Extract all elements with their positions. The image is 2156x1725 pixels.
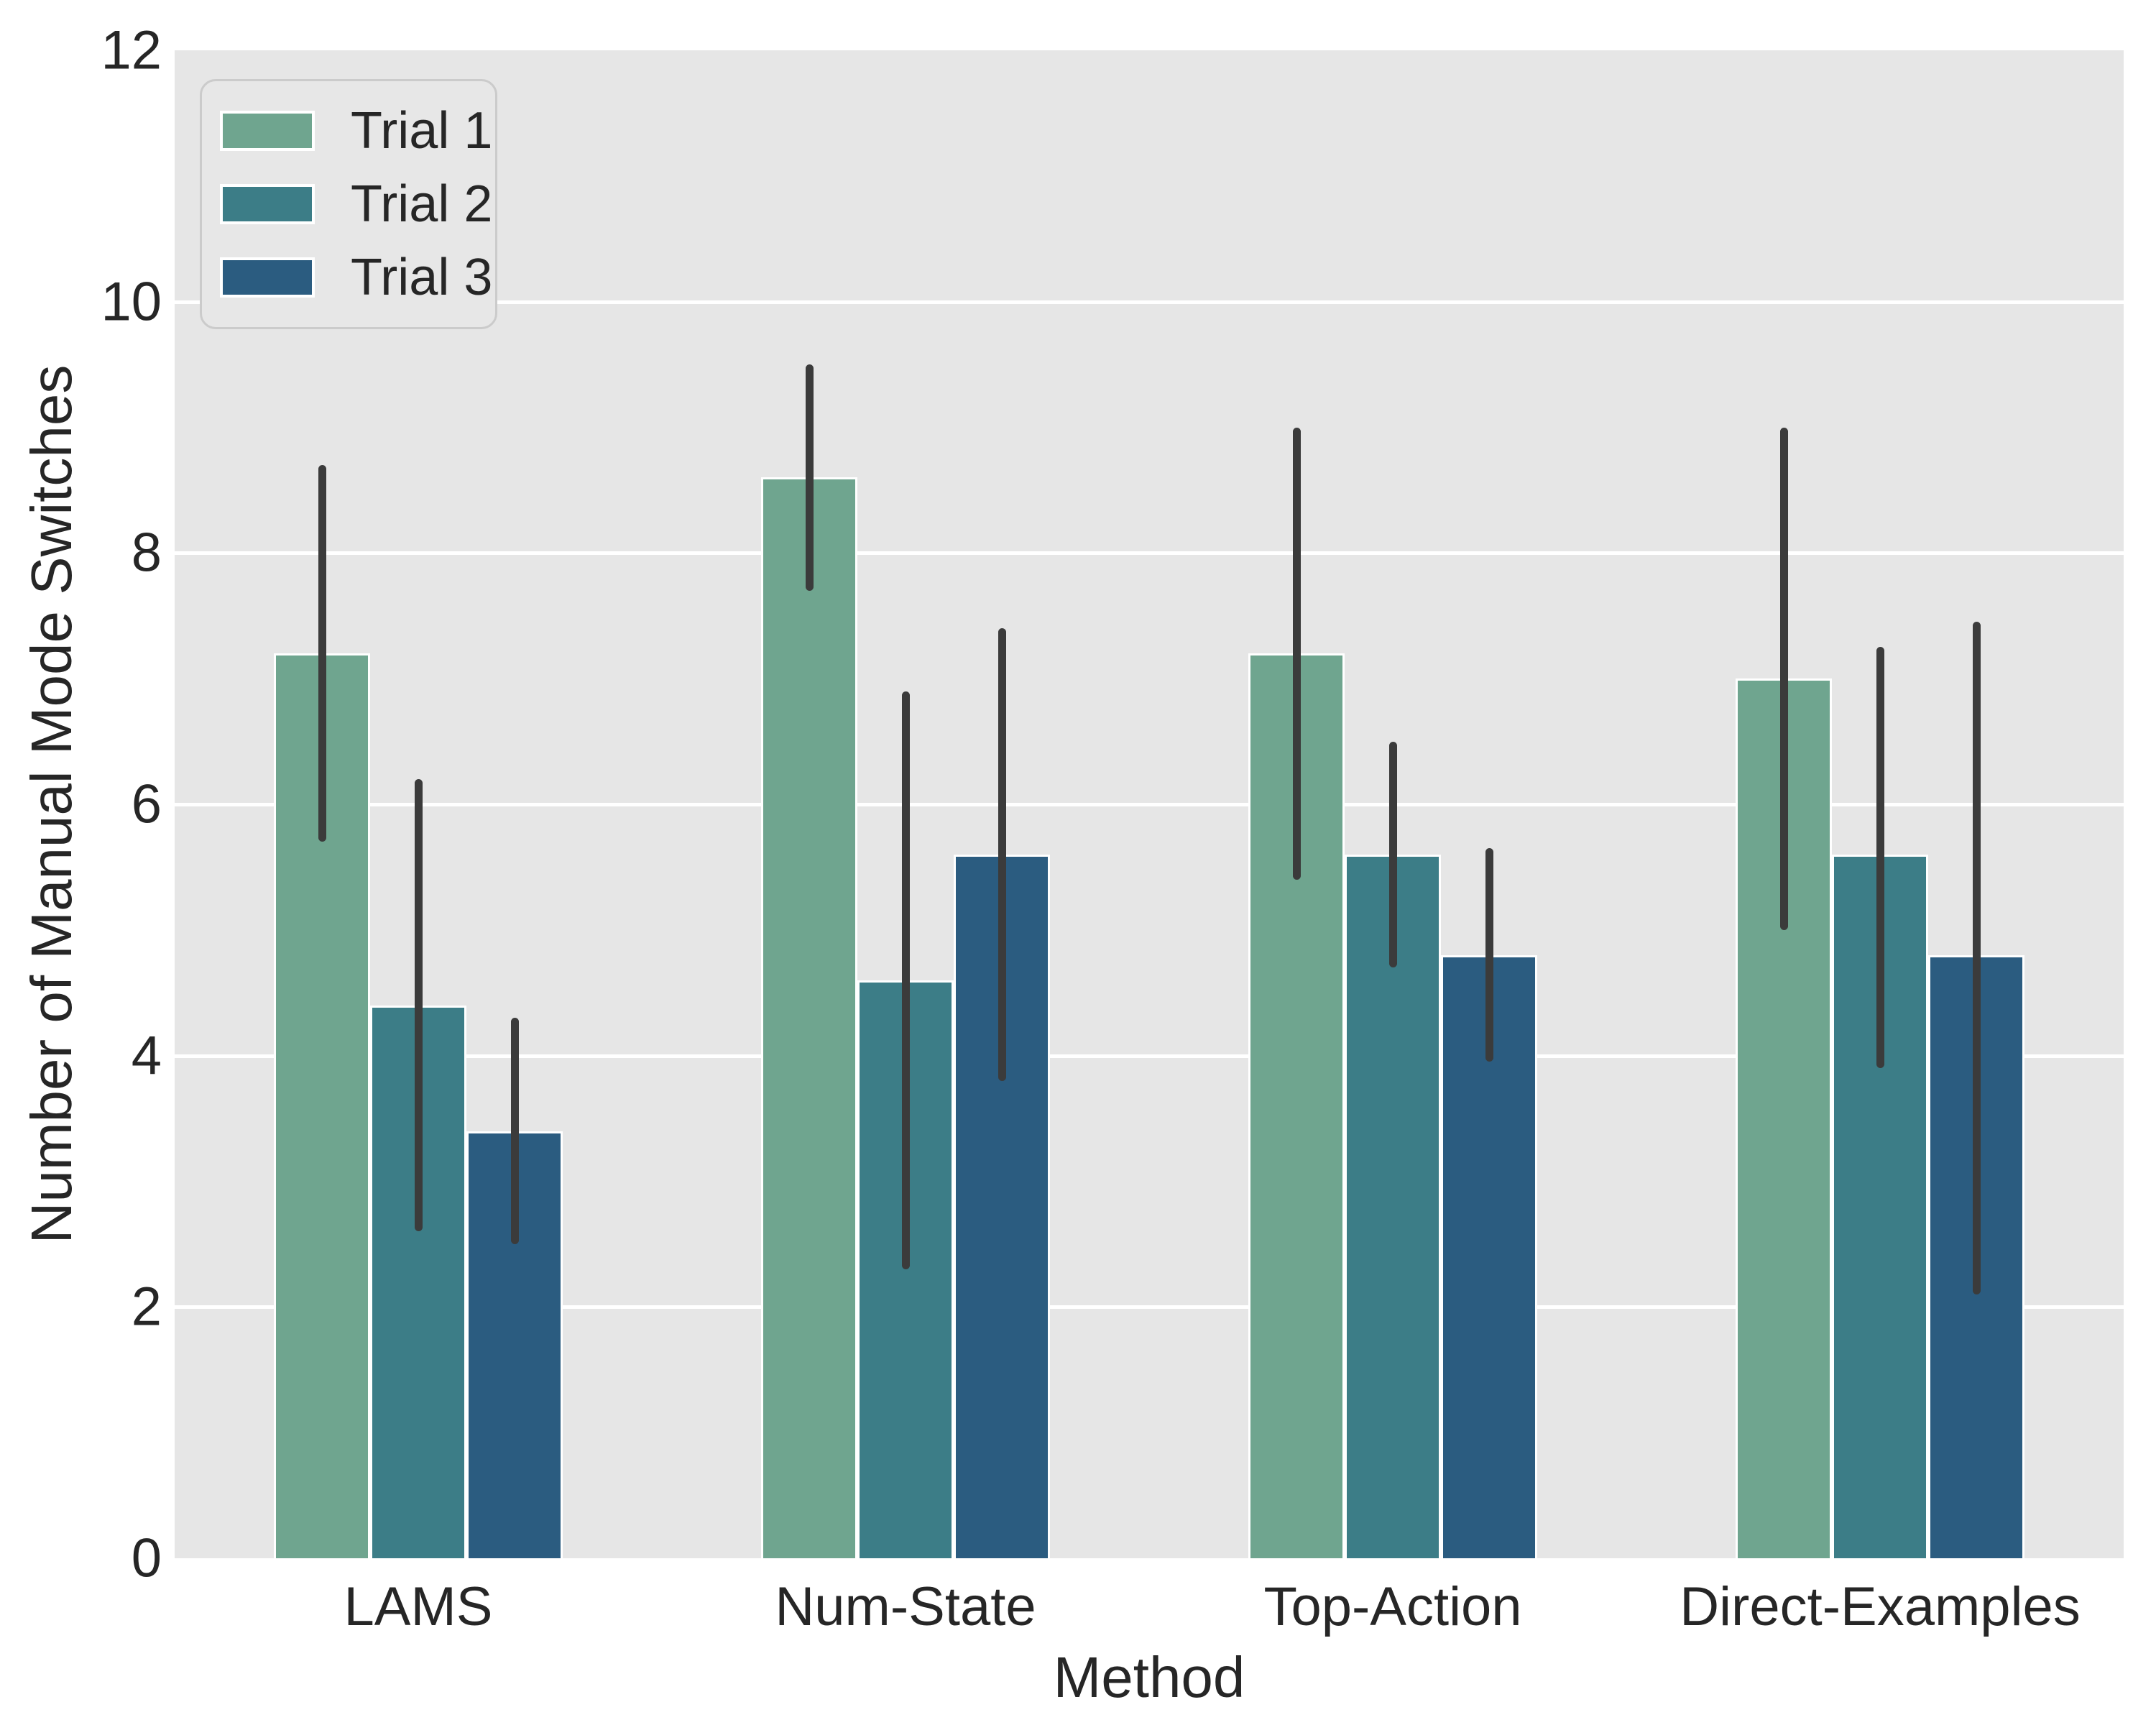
- legend: Trial 1 Trial 2 Trial 3: [200, 79, 497, 329]
- y-axis-title: Number of Manual Mode Switches: [19, 364, 83, 1244]
- gridline-y-4: [175, 1054, 2124, 1058]
- y-tick-label-4: 4: [131, 1025, 162, 1087]
- error-bar-LAMS-Trial3: [510, 1018, 519, 1244]
- legend-label-Trial1: Trial 1: [351, 102, 493, 160]
- legend-swatch-Trial1: [220, 111, 315, 151]
- gridline-y-2: [175, 1305, 2124, 1310]
- legend-label-Trial2: Trial 2: [351, 175, 493, 233]
- error-bar-Top-Action-Trial1: [1292, 427, 1301, 880]
- error-bar-Direct-Examples-Trial1: [1779, 427, 1788, 930]
- error-bar-LAMS-Trial2: [414, 779, 423, 1232]
- legend-item-Trial1: Trial 1: [220, 101, 495, 160]
- error-bar-Direct-Examples-Trial2: [1876, 647, 1884, 1069]
- gridline-y-8: [175, 551, 2124, 556]
- y-tick-label-10: 10: [101, 271, 162, 333]
- x-tick-label-Top-Action: Top-Action: [1263, 1576, 1522, 1637]
- legend-swatch-Trial3: [220, 257, 315, 298]
- bar-Top-Action-Trial2: [1345, 854, 1441, 1558]
- legend-label-Trial3: Trial 3: [351, 249, 493, 306]
- x-tick-label-Num-State: Num-State: [775, 1576, 1036, 1637]
- y-tick-label-2: 2: [131, 1276, 162, 1338]
- y-tick-label-12: 12: [101, 19, 162, 81]
- x-tick-label-Direct-Examples: Direct-Examples: [1680, 1576, 2081, 1637]
- legend-swatch-Trial2: [220, 184, 315, 224]
- error-bar-Num-State-Trial3: [998, 628, 1006, 1081]
- plot-area: [175, 50, 2124, 1558]
- error-bar-Top-Action-Trial3: [1485, 848, 1493, 1062]
- gridline-y-6: [175, 803, 2124, 806]
- y-tick-label-8: 8: [131, 522, 162, 584]
- error-bar-Top-Action-Trial2: [1388, 741, 1397, 968]
- bar-Num-State-Trial1: [761, 477, 857, 1558]
- error-bar-Num-State-Trial1: [805, 364, 814, 591]
- legend-item-Trial2: Trial 2: [220, 175, 495, 234]
- y-tick-label-0: 0: [131, 1527, 162, 1589]
- error-bar-Num-State-Trial2: [901, 691, 910, 1269]
- legend-item-Trial3: Trial 3: [220, 248, 495, 307]
- x-axis-title: Method: [1053, 1645, 1245, 1709]
- gridline-y-10: [175, 300, 2124, 304]
- x-tick-label-LAMS: LAMS: [344, 1576, 493, 1637]
- y-tick-label-6: 6: [131, 773, 162, 835]
- error-bar-Direct-Examples-Trial3: [1972, 622, 1981, 1294]
- error-bar-LAMS-Trial1: [318, 464, 326, 842]
